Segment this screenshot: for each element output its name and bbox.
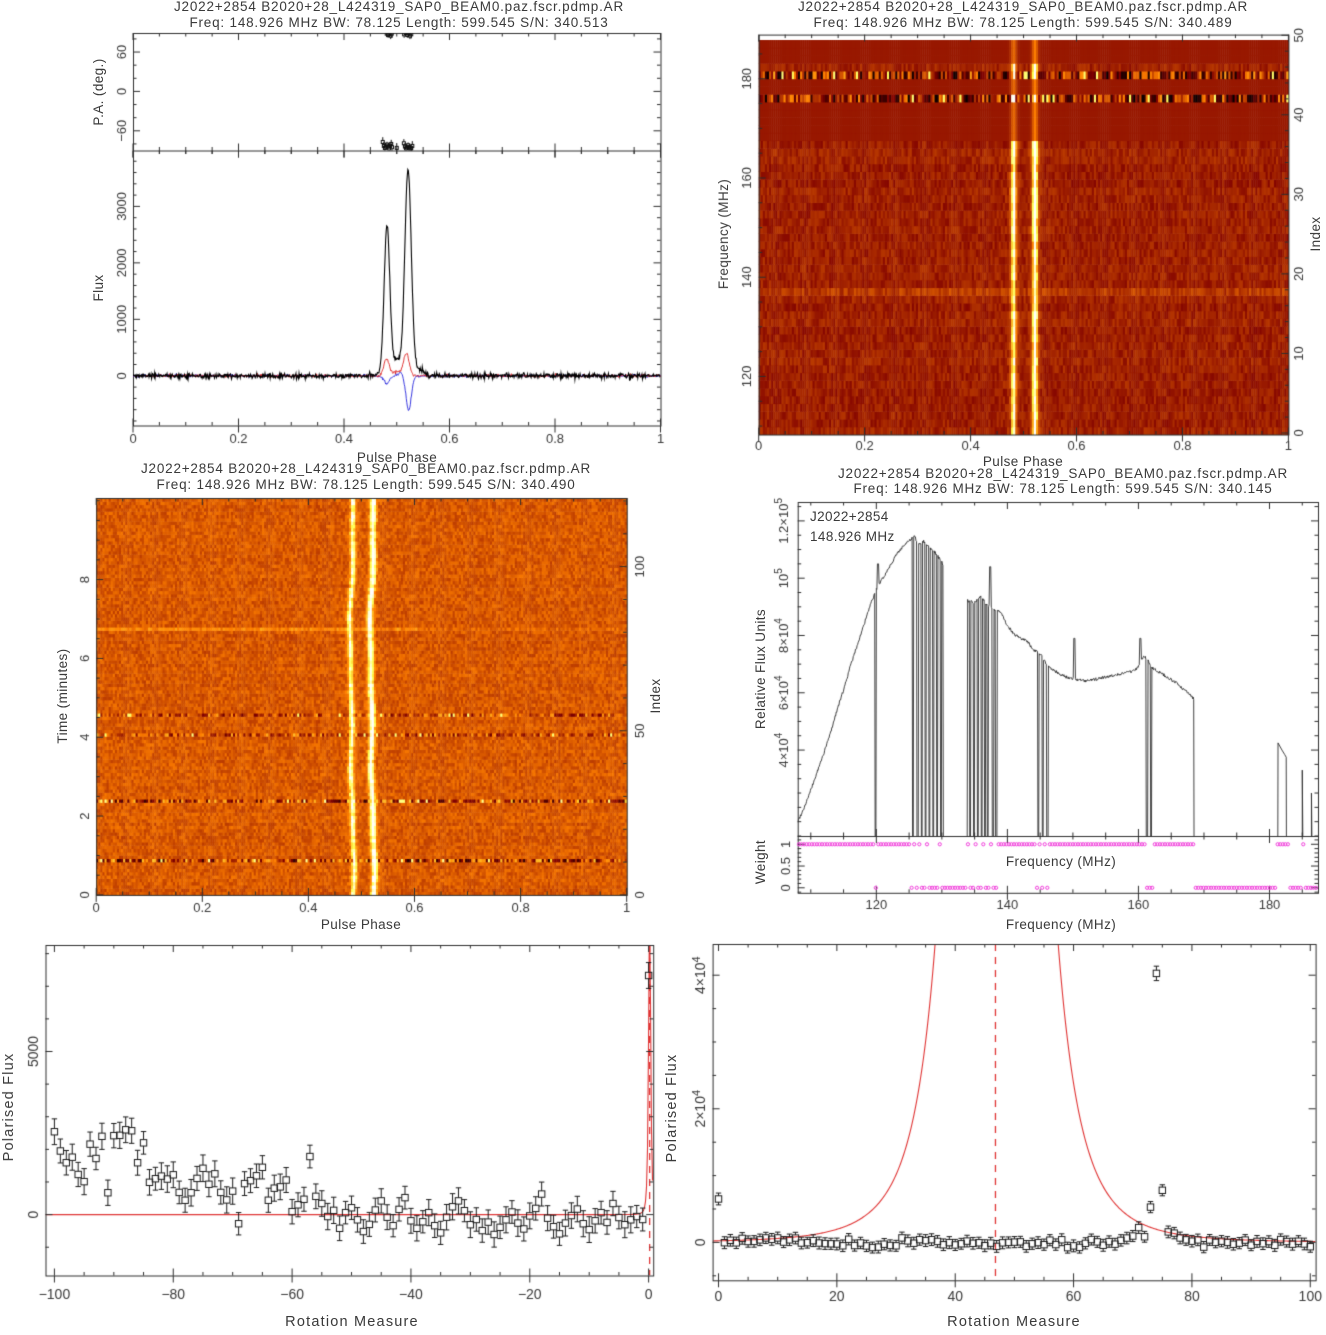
profile-subtitle: Freq: 148.926 MHz BW: 78.125 Length: 599… bbox=[189, 15, 609, 30]
rmscan-neg-xaxis-label: Rotation Measure bbox=[285, 1314, 419, 1330]
timephase-subtitle: Freq: 148.926 MHz BW: 78.125 Length: 599… bbox=[156, 477, 576, 492]
freqphase-yaxis-label: Frequency (MHz) bbox=[716, 178, 731, 290]
timephase-yaxis-label: Time (minutes) bbox=[55, 648, 70, 744]
rmscan-neg-yaxis-label: Polarised Flux bbox=[1, 1052, 17, 1162]
timephase-index-label: Index bbox=[648, 678, 663, 714]
bandpass-yaxis-label: Relative Flux Units bbox=[753, 608, 768, 730]
profile-title: J2022+2854 B2020+28_L424319_SAP0_BEAM0.p… bbox=[173, 0, 625, 14]
bandpass-inset-freq: 148.926 MHz bbox=[810, 529, 895, 544]
timephase-xaxis-label: Pulse Phase bbox=[320, 917, 402, 932]
weight-yaxis-label: Weight bbox=[753, 839, 768, 885]
freqphase-title: J2022+2854 B2020+28_L424319_SAP0_BEAM0.p… bbox=[797, 0, 1249, 14]
bandpass-inset-source: J2022+2854 bbox=[810, 509, 889, 524]
flux-yaxis-label: Flux bbox=[91, 274, 106, 302]
rmscan-pos-yaxis-label: Polarised Flux bbox=[664, 1053, 680, 1163]
rmscan-pos-xaxis-label: Rotation Measure bbox=[947, 1314, 1081, 1330]
freqphase-index-label: Index bbox=[1308, 216, 1323, 252]
timephase-title: J2022+2854 B2020+28_L424319_SAP0_BEAM0.p… bbox=[140, 461, 592, 476]
freqphase-xaxis-label: Pulse Phase bbox=[982, 454, 1064, 469]
freqphase-subtitle: Freq: 148.926 MHz BW: 78.125 Length: 599… bbox=[813, 15, 1233, 30]
bandpass-subtitle: Freq: 148.926 MHz BW: 78.125 Length: 599… bbox=[853, 481, 1273, 496]
profile-xaxis-label: Pulse Phase bbox=[356, 450, 438, 465]
pa-yaxis-label: P.A. (deg.) bbox=[91, 58, 106, 126]
bandpass-xaxis-label-inner: Frequency (MHz) bbox=[1005, 854, 1117, 869]
bandpass-title: J2022+2854 B2020+28_L424319_SAP0_BEAM0.p… bbox=[837, 466, 1289, 481]
bandpass-xaxis-label: Frequency (MHz) bbox=[1005, 917, 1117, 932]
